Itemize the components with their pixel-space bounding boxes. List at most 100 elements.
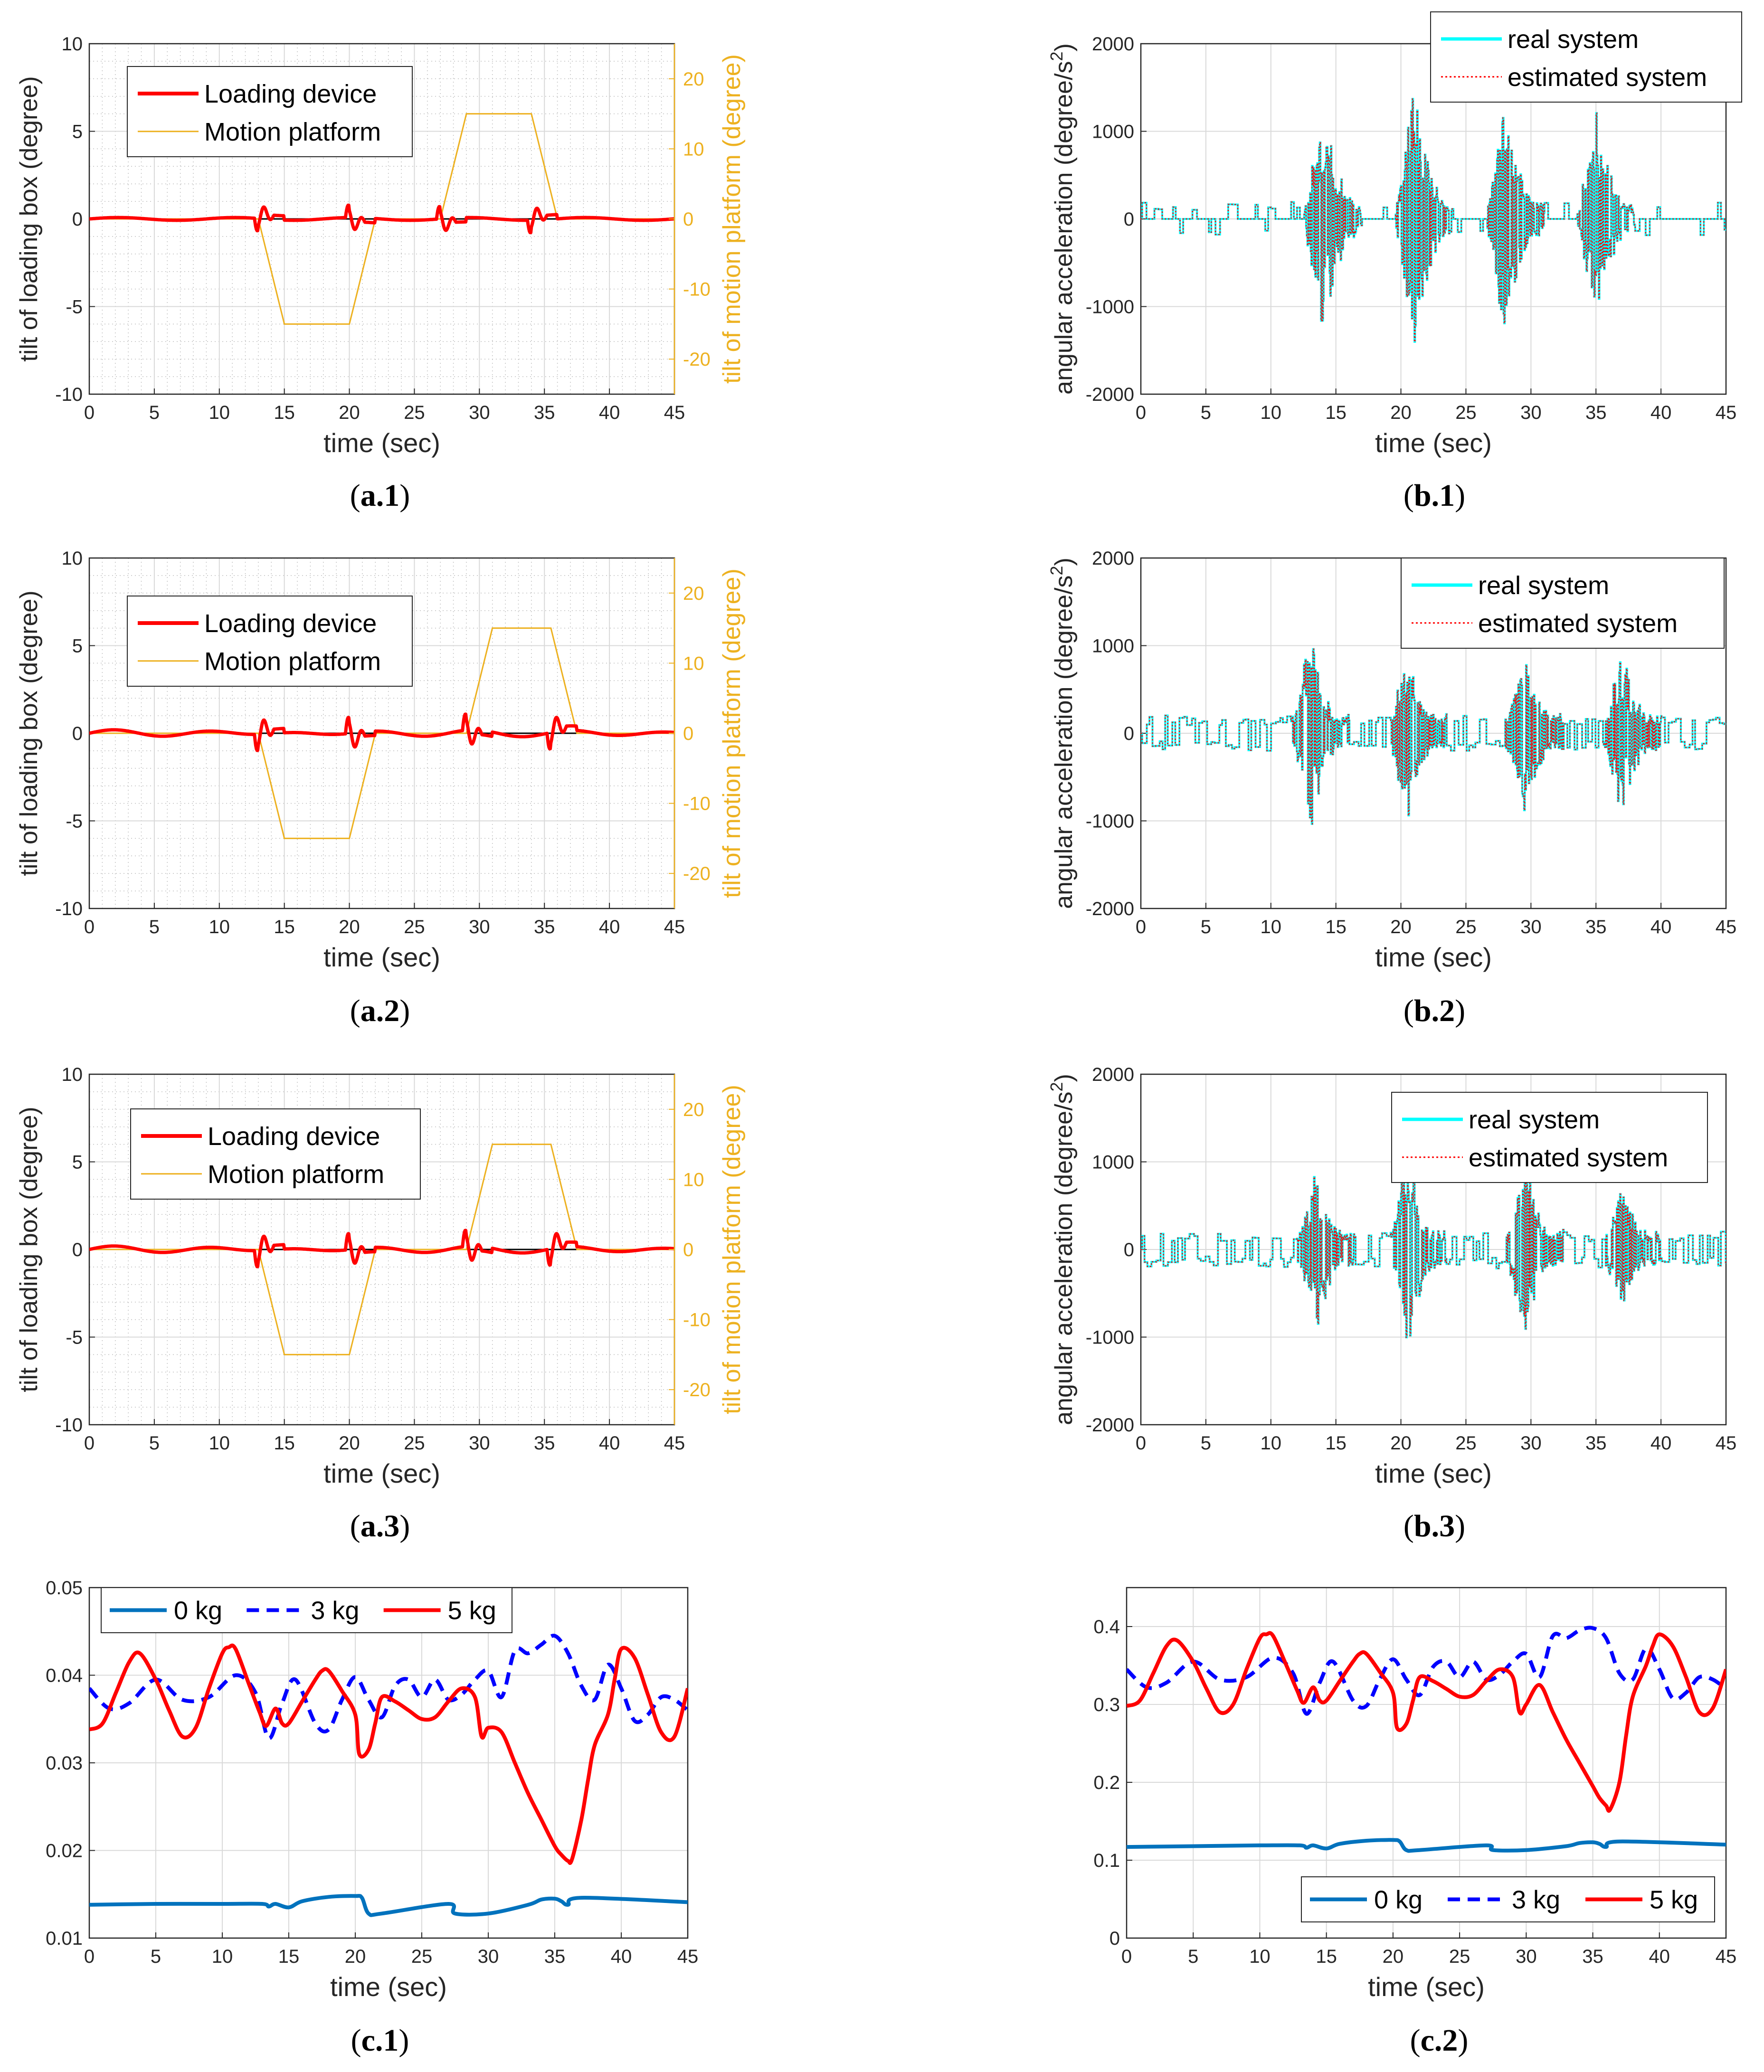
y2-tick-label: 0 [683,209,693,230]
chart-b2: 0 5 10 15 20 25 30 35 40 45 -2000 -1000 0 1000 2000 tim… [1047,548,1736,1028]
x-tick-label: 15 [1325,402,1347,423]
legend-label: 5 kg [448,1597,496,1625]
y-tick-label: -10 [55,899,83,919]
panel-caption: (c.2) [1410,2023,1469,2058]
legend-label: Loading device [204,80,377,108]
y2-tick-label: 0 [683,723,693,744]
series-0-kg [1127,1838,1726,1853]
legend: real system estimated system [1401,558,1725,649]
y-tick-label: -1000 [1086,297,1134,318]
legend-label: 5 kg [1650,1886,1698,1914]
series-3-kg [89,1634,688,1741]
chart-a1: 0 5 10 15 20 25 30 35 40 45 -10 -5 0 5 10 time (sec) til… [15,34,746,513]
legend-label: Motion platform [204,647,381,676]
x-tick-label: 35 [544,1946,566,1967]
y-axis-label: tilt of loading box (degree) [15,1107,43,1392]
x-tick-label: 15 [1325,917,1347,937]
legend-box [101,1587,512,1633]
panel-caption: (a.1) [350,478,410,513]
plot-area [89,1144,674,1355]
y-tick-label: 0 [72,209,83,230]
series-motion-platform [89,1144,674,1355]
legend-box [127,66,413,157]
x-tick-label: 15 [274,917,295,937]
series-loading-device [89,712,674,752]
x-tick-label: 20 [339,402,360,423]
y-tick-label: 5 [72,1152,83,1173]
y-tick-label: 0 [72,723,83,744]
x-axis-label: time (sec) [330,1972,447,2002]
x-tick-label: 40 [611,1946,632,1967]
series-loading-device [89,1229,674,1268]
legend-label: Loading device [208,1122,380,1151]
x-tick-label: 15 [274,402,295,423]
x-tick-label: 45 [664,917,685,937]
y2-tick-label: -10 [683,279,711,300]
panel-caption: (b.1) [1404,478,1465,513]
y-tick-label: -2000 [1086,384,1134,405]
x-tick-label: 25 [1449,1946,1470,1967]
x-tick-label: 25 [411,1946,433,1967]
y-tick-label: -1000 [1086,1327,1134,1348]
y2-axis-label: tilt of motion platform (degree) [718,54,746,384]
x-tick-label: 5 [149,917,160,937]
x-tick-label: 10 [1261,402,1282,423]
y-tick-label: -5 [66,811,83,832]
x-tick-label: 0 [84,1946,95,1967]
y-tick-label: 0 [1124,723,1134,744]
x-axis-label: time (sec) [1375,428,1492,458]
x-tick-label: 25 [1455,1433,1477,1454]
legend: Loading device Motion platform [127,66,413,157]
y-tick-label: 0.03 [46,1753,83,1774]
x-tick-label: 35 [1585,402,1607,423]
series-5-kg [89,1643,688,1865]
legend-label: Loading device [204,609,377,638]
series-3-kg [1127,1626,1726,1716]
x-tick-label: 40 [599,402,620,423]
legend-label: estimated system [1508,63,1707,92]
series-estimated-system [1141,98,1726,342]
plot-area [89,113,674,325]
panel-caption: (c.1) [351,2023,409,2058]
legend-box [1430,11,1742,103]
chart-a3: 0 5 10 15 20 25 30 35 40 45 -10 -5 0 5 10 time (sec) til… [15,1064,746,1543]
y2-tick-label: 20 [683,583,704,604]
x-tick-label: 40 [1650,917,1672,937]
x-tick-label: 45 [1716,1433,1737,1454]
y-tick-label: 0.01 [46,1928,83,1949]
legend-box [1391,1092,1708,1183]
x-tick-label: 20 [1390,917,1412,937]
x-tick-label: 0 [1136,402,1146,423]
x-tick-label: 0 [1136,917,1146,937]
y-tick-label: 0 [1110,1928,1120,1949]
x-tick-label: 10 [209,1433,230,1454]
x-tick-label: 35 [534,1433,555,1454]
x-tick-label: 25 [404,402,425,423]
legend-label: Motion platform [204,118,381,146]
plot-area [1141,98,1726,343]
y-tick-label: 0.04 [46,1665,83,1686]
x-tick-label: 30 [469,917,490,937]
x-tick-label: 10 [1261,917,1282,937]
y-tick-label: 10 [62,548,83,569]
legend-label: real system [1508,25,1639,54]
x-tick-label: 35 [1585,917,1607,937]
x-tick-label: 15 [1316,1946,1337,1967]
chart-b3: 0 5 10 15 20 25 30 35 40 45 -2000 -1000 0 1000 2000 tim… [1047,1064,1736,1543]
y2-tick-label: 20 [683,1099,704,1120]
y-tick-label: 0.05 [46,1578,83,1599]
chart-b1: 0 5 10 15 20 25 30 35 40 45 -2000 -1000 0 1000 2000 tim… [1047,11,1742,513]
x-axis-label: time (sec) [323,1458,440,1488]
legend-label: Motion platform [208,1160,384,1189]
x-tick-label: 40 [1649,1946,1670,1967]
chart-c2: 0 5 10 15 20 25 30 35 40 45 0 0.1 0.2 0.3 0.4 time (sec… [1093,1587,1736,2058]
x-tick-label: 30 [1516,1946,1537,1967]
y2-tick-label: -10 [683,794,711,814]
x-axis-label: time (sec) [1375,1458,1492,1488]
y-tick-label: -1000 [1086,811,1134,832]
plot-area [89,1634,688,1917]
chart-c1: 0 5 10 15 20 25 30 35 40 45 0.01 0.02 0.03 0.04 0.05 ti… [46,1578,698,2058]
series-real-system [1141,648,1726,825]
legend-label: real system [1469,1106,1600,1134]
